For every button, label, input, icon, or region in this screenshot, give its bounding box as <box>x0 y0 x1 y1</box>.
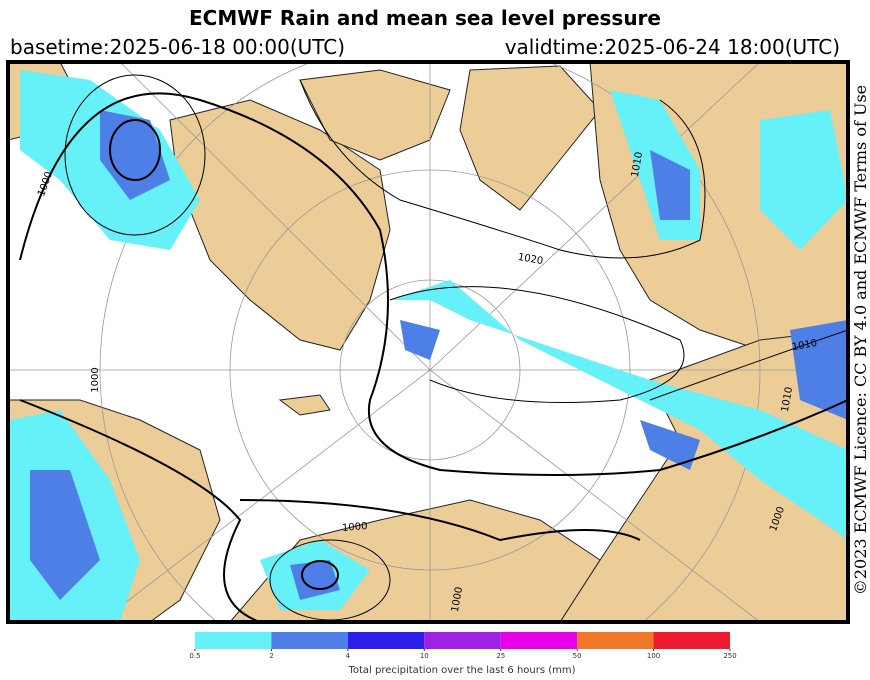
isobar-label: 1000 <box>342 521 368 534</box>
isobars <box>19 74 848 622</box>
colorbar-segment <box>500 632 578 649</box>
isobar-label: 1010 <box>791 338 818 353</box>
precipitation <box>10 70 848 622</box>
validtime: validtime:2025-06-24 18:00(UTC) <box>505 35 840 59</box>
colorbar: Total precipitation over the last 6 hour… <box>189 632 737 676</box>
colorbar-segment <box>195 632 272 649</box>
isobar-label: 1000 <box>450 586 465 613</box>
colorbar-tick-label: 0.5 <box>189 652 200 660</box>
map-frame <box>6 60 850 624</box>
graticule <box>10 62 848 622</box>
colorbar-tick-label: 50 <box>573 652 582 660</box>
licence: ©2023 ECMWF Licence: CC BY 4.0 and ECMWF… <box>851 85 870 595</box>
isobar-label: 1000 <box>90 367 101 392</box>
colorbar-tick-label: 10 <box>420 652 429 660</box>
colorbar-segment <box>577 632 654 649</box>
colorbar-segment <box>653 632 730 649</box>
colorbar-tick-label: 4 <box>346 652 351 660</box>
title: ECMWF Rain and mean sea level pressure <box>189 6 661 30</box>
colorbar-segment <box>424 632 501 649</box>
isobar-label: 1020 <box>517 252 544 267</box>
colorbar-tick-label: 2 <box>269 652 273 660</box>
isobar-label: 1010 <box>780 386 795 413</box>
colorbar-label: Total precipitation over the last 6 hour… <box>347 665 575 676</box>
colorbar-tick-label: 250 <box>723 652 736 660</box>
colorbar-tick-label: 25 <box>496 652 505 660</box>
basetime: basetime:2025-06-18 00:00(UTC) <box>10 35 345 59</box>
colorbar-tick-label: 100 <box>647 652 660 660</box>
colorbar-segment <box>271 632 348 649</box>
isobar-label: 1010 <box>630 151 645 178</box>
colorbar-segment <box>347 632 425 649</box>
